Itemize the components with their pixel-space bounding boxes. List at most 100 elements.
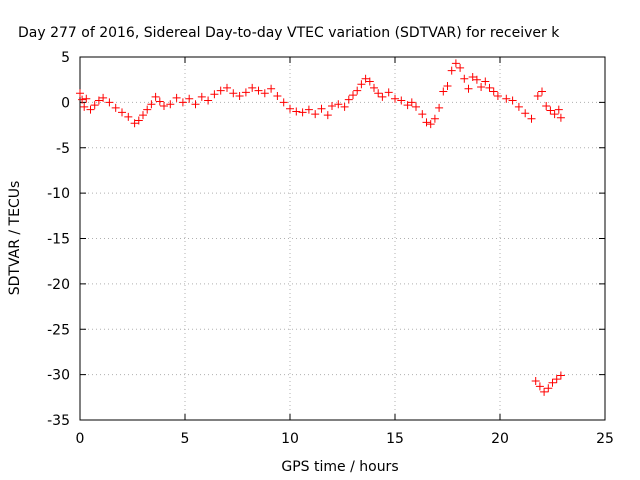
data-point xyxy=(155,97,164,106)
data-point xyxy=(76,89,84,98)
data-point xyxy=(248,83,257,92)
x-tick-label: 15 xyxy=(386,431,404,447)
x-tick-label: 25 xyxy=(596,431,614,447)
plot-frame xyxy=(79,56,606,421)
data-point xyxy=(521,109,530,118)
data-point xyxy=(527,114,536,123)
data-point xyxy=(485,83,494,92)
data-point xyxy=(235,92,244,101)
data-point xyxy=(361,74,370,83)
data-point xyxy=(554,105,563,114)
data-point xyxy=(552,375,561,384)
y-tick-label: -5 xyxy=(56,141,70,157)
data-point xyxy=(304,105,313,114)
x-tick-label: 10 xyxy=(281,431,299,447)
data-point xyxy=(317,104,326,113)
data-point xyxy=(533,92,542,101)
data-point xyxy=(197,92,206,101)
data-point xyxy=(229,89,238,98)
data-point xyxy=(538,87,546,96)
data-point xyxy=(334,100,343,109)
data-point xyxy=(374,89,383,98)
x-axis-label: GPS time / hours xyxy=(281,459,398,475)
data-point xyxy=(556,113,565,122)
y-tick-label: 0 xyxy=(61,95,70,111)
data-point xyxy=(82,94,91,103)
data-point xyxy=(78,95,87,104)
y-tick-label: -30 xyxy=(47,368,70,384)
series-0 xyxy=(76,59,565,396)
data-point xyxy=(279,98,288,107)
data-point xyxy=(166,100,175,109)
data-point xyxy=(151,92,160,101)
data-point xyxy=(130,119,139,128)
data-point xyxy=(418,110,427,119)
data-point xyxy=(456,63,465,72)
data-point xyxy=(378,92,387,101)
data-point xyxy=(439,87,448,96)
y-tick-label: -25 xyxy=(47,322,70,338)
data-point xyxy=(508,96,517,105)
data-point xyxy=(430,114,439,123)
data-point xyxy=(216,86,225,95)
data-point xyxy=(204,96,213,105)
data-point xyxy=(426,120,435,129)
data-point xyxy=(223,83,231,92)
data-point xyxy=(86,105,95,114)
data-point xyxy=(493,92,502,101)
data-point xyxy=(111,103,120,112)
data-point xyxy=(502,94,511,103)
data-point xyxy=(328,102,336,111)
data-point xyxy=(540,387,549,396)
data-point xyxy=(160,102,168,111)
data-point xyxy=(99,93,108,102)
data-point xyxy=(292,107,301,116)
y-axis-label: SDTVAR / TECUs xyxy=(7,181,23,296)
data-point xyxy=(451,59,460,68)
data-point xyxy=(191,100,200,109)
data-point xyxy=(556,371,565,380)
data-point xyxy=(447,66,456,75)
y-tick-label: 5 xyxy=(61,50,70,66)
data-point xyxy=(254,86,263,95)
axis-ticks: 0 5 10 15 20 25 5 0 -5 -10 -15 -20 -25 -30 -35 xyxy=(47,50,614,447)
data-point xyxy=(286,104,294,113)
data-point xyxy=(548,378,557,387)
data-point xyxy=(403,101,412,110)
data-point xyxy=(460,74,469,83)
data-point xyxy=(472,75,481,84)
data-point xyxy=(407,98,416,107)
y-tick-label: -35 xyxy=(47,413,70,429)
x-tick-label: 0 xyxy=(76,431,85,447)
data-point xyxy=(391,94,399,103)
data-point xyxy=(143,105,152,114)
data-point xyxy=(443,82,452,91)
data-point xyxy=(384,88,393,97)
y-tick-label: -10 xyxy=(47,186,70,202)
data-point xyxy=(514,102,523,111)
data-point xyxy=(340,102,349,111)
data-point xyxy=(477,82,486,91)
data-point xyxy=(535,382,544,391)
y-tick-label: -15 xyxy=(47,232,70,248)
data-point xyxy=(397,96,406,105)
data-point xyxy=(546,106,555,115)
data-point xyxy=(468,72,477,81)
data-series xyxy=(76,59,565,396)
data-point xyxy=(139,111,147,120)
data-point xyxy=(94,96,103,105)
data-point xyxy=(365,77,374,86)
data-point xyxy=(353,86,362,95)
data-point xyxy=(311,110,320,119)
data-point xyxy=(90,101,99,110)
data-point xyxy=(370,83,378,92)
data-point xyxy=(273,92,282,101)
data-point xyxy=(80,102,89,111)
data-point xyxy=(105,98,114,107)
x-tick-label: 5 xyxy=(181,431,190,447)
data-point xyxy=(210,90,219,99)
data-point xyxy=(481,77,490,86)
data-point xyxy=(357,80,366,89)
y-tick-label: -20 xyxy=(47,277,70,293)
